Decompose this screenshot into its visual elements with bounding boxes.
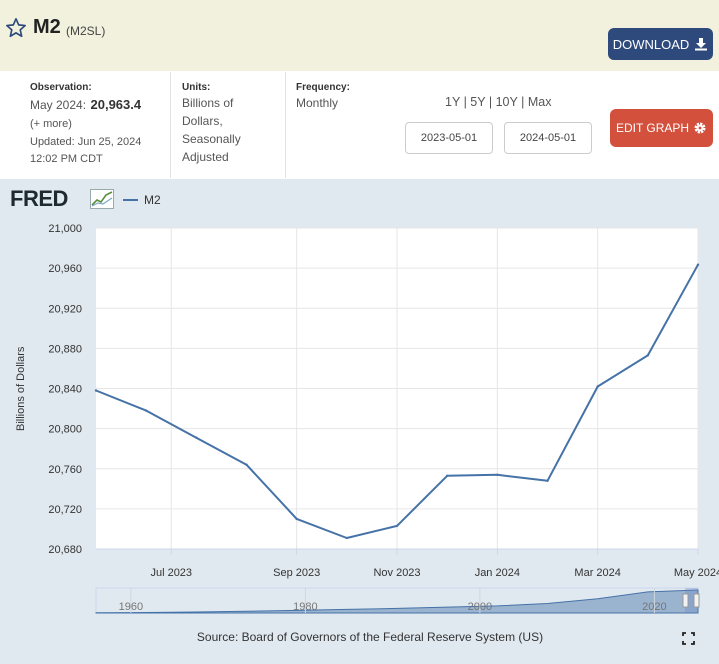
units-panel: Units: Billions of Dollars, Seasonally A… [170, 72, 285, 178]
series-id: (M2SL) [66, 24, 106, 38]
start-date-input[interactable] [405, 122, 493, 154]
fullscreen-icon[interactable] [682, 632, 695, 645]
units-heading: Units: [182, 82, 211, 93]
star-icon[interactable] [5, 17, 27, 39]
units-line: Seasonally [182, 132, 241, 146]
range-5y[interactable]: 5Y [470, 95, 486, 109]
edit-graph-label: EDIT GRAPH [615, 121, 690, 135]
units-line: Dollars, [182, 114, 223, 128]
observation-line: May 2024: 20,963.4 [30, 96, 141, 114]
series-header [0, 0, 719, 71]
fred-chart-icon [90, 189, 114, 209]
range-max[interactable]: Max [527, 95, 552, 109]
updated-time: 12:02 PM CDT [30, 153, 103, 165]
source-note: Source: Board of Governors of the Federa… [196, 630, 544, 644]
observation-value: 20,963.4 [90, 97, 142, 112]
frequency-panel: Frequency: Monthly [285, 72, 386, 178]
end-date-input[interactable] [504, 122, 592, 154]
range-separator: | [521, 95, 525, 109]
series-title: M2 [33, 16, 61, 38]
download-button[interactable]: DOWNLOAD [608, 28, 713, 60]
y-axis-label: Billions of Dollars [15, 346, 27, 431]
edit-graph-button[interactable]: EDIT GRAPH [610, 109, 713, 147]
updated-date: Updated: Jun 25, 2024 [30, 136, 142, 148]
download-icon [695, 38, 708, 51]
more-observations-link[interactable]: (+ more) [30, 118, 72, 130]
range-1y[interactable]: 1Y [445, 95, 461, 109]
range-separator: | [488, 95, 493, 109]
observation-date: May 2024: [30, 98, 87, 112]
download-label: DOWNLOAD [612, 36, 690, 52]
units-line: Billions of [182, 96, 234, 110]
range-separator: | [463, 95, 467, 109]
range-10y[interactable]: 10Y [495, 95, 518, 109]
units-value: Billions of Dollars, Seasonally Adjusted [182, 94, 241, 166]
gear-icon [694, 122, 706, 134]
range-selector: 1Y | 5Y | 10Y | Max [445, 95, 551, 109]
observation-heading: Observation: [30, 82, 92, 93]
frequency-heading: Frequency: [296, 82, 350, 93]
fred-logo: FRED [10, 186, 68, 211]
legend-label: M2 [144, 193, 161, 207]
graph-area [0, 179, 719, 664]
frequency-value: Monthly [296, 96, 339, 110]
units-line: Adjusted [182, 150, 229, 164]
observation-panel: Observation: May 2024: 20,963.4 (+ more)… [0, 72, 168, 178]
legend-swatch [123, 199, 138, 201]
